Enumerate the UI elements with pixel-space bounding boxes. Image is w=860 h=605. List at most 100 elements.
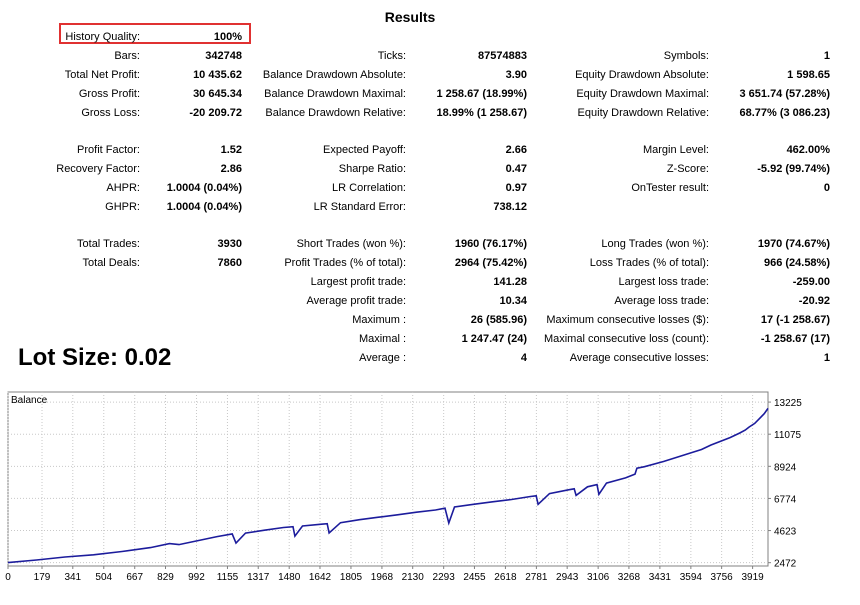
metric-value: 1 258.67 (18.99%) xyxy=(436,88,527,100)
metric-label: Recovery Factor: xyxy=(56,163,140,175)
metric-value: 738.12 xyxy=(493,201,527,213)
metric-label: Long Trades (won %): xyxy=(601,238,709,250)
metric-label: Gross Loss: xyxy=(81,107,140,119)
x-tick-label: 179 xyxy=(34,572,51,583)
results-row: Gross Profit: 30 645.34 Balance Drawdown M… xyxy=(0,86,860,105)
metric-value: 10 435.62 xyxy=(193,69,242,81)
balance-chart-svg: 0 179 341 504 667 829 992 1155 1317 1480 1642 1805 1… xyxy=(5,391,802,583)
results-row: Maximum : 26 (585.96) Maximum consecutive … xyxy=(0,312,860,331)
history-quality-highlight xyxy=(59,23,251,44)
results-row: Total Deals: 7860 Profit Trades (% of tota… xyxy=(0,255,860,274)
metric-value: 1.0004 (0.04%) xyxy=(166,182,242,194)
y-tick-label: 2472 xyxy=(774,559,797,570)
metric-value: 10.34 xyxy=(499,295,527,307)
metric-label: Profit Trades (% of total): xyxy=(284,257,406,269)
lot-size-label: Lot Size: 0.02 xyxy=(18,344,172,371)
metric-label: Equity Drawdown Maximal: xyxy=(576,88,709,100)
metric-value: 1 247.47 (24) xyxy=(461,333,527,345)
x-tick-label: 2781 xyxy=(525,572,548,583)
results-row: Largest profit trade: 141.28 Largest loss … xyxy=(0,274,860,293)
x-tick-label: 2943 xyxy=(556,572,579,583)
metric-label: Largest loss trade: xyxy=(618,276,710,288)
metric-label: Expected Payoff: xyxy=(323,144,406,156)
metric-label: Equity Drawdown Relative: xyxy=(577,107,709,119)
x-tick-label: 992 xyxy=(188,572,205,583)
results-row: Total Net Profit: 10 435.62 Balance Drawdo… xyxy=(0,67,860,86)
balance-chart: 0 179 341 504 667 829 992 1155 1317 1480 1642 1805 1… xyxy=(0,390,860,600)
metric-label: Loss Trades (% of total): xyxy=(589,257,709,269)
metric-value: 342748 xyxy=(205,50,242,62)
results-row: Total Trades: 3930 Short Trades (won %): 19… xyxy=(0,236,860,255)
results-title: Results xyxy=(384,9,436,25)
metric-value: 1.0004 (0.04%) xyxy=(166,201,242,213)
metric-value: 2964 (75.42%) xyxy=(454,257,527,269)
metric-label: History Quality: xyxy=(65,31,140,43)
metric-value: 26 (585.96) xyxy=(470,314,527,326)
y-tick-label: 13225 xyxy=(774,398,802,409)
x-tick-label: 3756 xyxy=(711,572,734,583)
metric-value: 1.52 xyxy=(220,144,242,156)
metric-value: 1 xyxy=(823,352,830,364)
metric-value: 4 xyxy=(520,352,527,364)
x-tick-label: 3594 xyxy=(680,572,703,583)
metric-value: 100% xyxy=(213,31,242,43)
x-tick-label: 1642 xyxy=(309,572,332,583)
results-row: AHPR: 1.0004 (0.04%) LR Correlation: 0.97 On… xyxy=(0,180,860,199)
metric-label: Largest profit trade: xyxy=(310,276,406,288)
metric-value: 141.28 xyxy=(493,276,527,288)
metric-value: 0.47 xyxy=(505,163,527,175)
results-row: Recovery Factor: 2.86 Sharpe Ratio: 0.47 Z-S… xyxy=(0,161,860,180)
y-tick-label: 4623 xyxy=(774,527,797,538)
metric-label: LR Correlation: xyxy=(332,182,406,194)
results-row: Maximal : 1 247.47 (24) Maximal consecutiv… xyxy=(0,331,860,350)
metric-label: Maximal : xyxy=(358,333,406,345)
metric-label: Equity Drawdown Absolute: xyxy=(575,69,709,81)
results-row: Average : 4 Average consecutive losses: 1 xyxy=(0,350,860,369)
metric-value: 2.66 xyxy=(505,144,527,156)
x-tick-label: 0 xyxy=(5,572,11,583)
metric-label: Gross Profit: xyxy=(78,88,140,100)
metric-label: Z-Score: xyxy=(666,163,709,175)
metric-value: 1 598.65 xyxy=(787,69,830,81)
metric-value: 1970 (74.67%) xyxy=(757,238,830,250)
metric-label: AHPR: xyxy=(106,182,140,194)
metric-label: Ticks: xyxy=(377,50,406,62)
metric-label: Maximum : xyxy=(352,314,406,326)
x-tick-label: 3431 xyxy=(649,572,672,583)
results-row: Gross Loss: -20 209.72 Balance Drawdown Re… xyxy=(0,105,860,124)
metric-label: Bars: xyxy=(114,50,140,62)
metric-label: Symbols: xyxy=(663,50,709,62)
chart-plot-area xyxy=(7,391,769,567)
balance-line xyxy=(7,407,769,564)
metric-label: Balance Drawdown Maximal: xyxy=(264,88,406,100)
x-tick-label: 3919 xyxy=(741,572,764,583)
metric-label: OnTester result: xyxy=(631,182,709,194)
x-tick-label: 1480 xyxy=(278,572,301,583)
x-tick-label: 341 xyxy=(64,572,81,583)
metric-value: 3930 xyxy=(217,238,242,250)
results-row: GHPR: 1.0004 (0.04%) LR Standard Error: 738… xyxy=(0,199,860,218)
metric-value: 1 xyxy=(823,50,830,62)
y-tick-label: 8924 xyxy=(774,462,797,473)
metric-value: -20.92 xyxy=(798,295,830,307)
metric-value: -5.92 (99.74%) xyxy=(757,163,830,175)
metric-value: 3 651.74 (57.28%) xyxy=(739,88,830,100)
metric-value: 18.99% (1 258.67) xyxy=(436,107,527,119)
metric-label: Profit Factor: xyxy=(77,144,140,156)
metric-value: -259.00 xyxy=(792,276,830,288)
x-tick-label: 667 xyxy=(126,572,143,583)
y-tick-label: 11075 xyxy=(774,430,802,441)
metric-label: Total Trades: xyxy=(77,238,140,250)
metric-value: 1960 (76.17%) xyxy=(454,238,527,250)
metric-value: 17 (-1 258.67) xyxy=(760,314,830,326)
x-tick-label: 504 xyxy=(95,572,112,583)
metric-value: -1 258.67 (17) xyxy=(760,333,830,345)
metric-value: 966 (24.58%) xyxy=(763,257,830,269)
metric-value: -20 209.72 xyxy=(189,107,242,119)
x-tick-label: 3268 xyxy=(618,572,641,583)
results-row: Profit Factor: 1.52 Expected Payoff: 2.66 Ma… xyxy=(0,142,860,161)
metric-label: Average loss trade: xyxy=(614,295,709,307)
x-tick-label: 2455 xyxy=(463,572,486,583)
metric-value: 3.90 xyxy=(505,69,527,81)
x-tick-label: 1317 xyxy=(247,572,270,583)
